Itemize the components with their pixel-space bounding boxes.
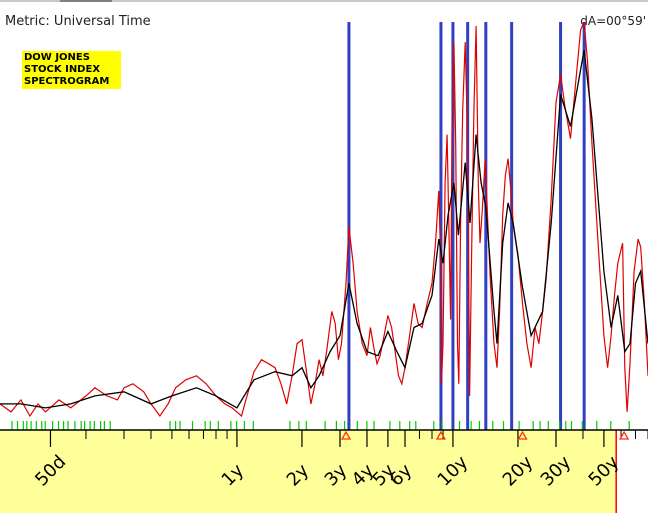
chart-title-box: DOW JONES STOCK INDEX SPECTROGRAM	[22, 51, 121, 89]
top-border	[0, 0, 648, 2]
metric-label: Metric: Universal Time	[5, 14, 151, 29]
smoothed-spectrum-line	[0, 49, 648, 409]
delta-label: dA=00°59'	[580, 14, 646, 28]
title-line-2: STOCK INDEX	[24, 64, 101, 75]
triangle-marker-1	[435, 430, 447, 440]
top-border-accent	[60, 0, 112, 2]
triangle-marker-2	[517, 430, 528, 440]
axis-band	[0, 430, 617, 513]
title-line-3: SPECTROGRAM	[24, 76, 110, 87]
title-line-1: DOW JONES	[24, 52, 90, 63]
triangle-marker-3	[618, 430, 630, 440]
raw-spectrum-line	[0, 21, 648, 418]
triangle-marker-0	[340, 430, 352, 440]
